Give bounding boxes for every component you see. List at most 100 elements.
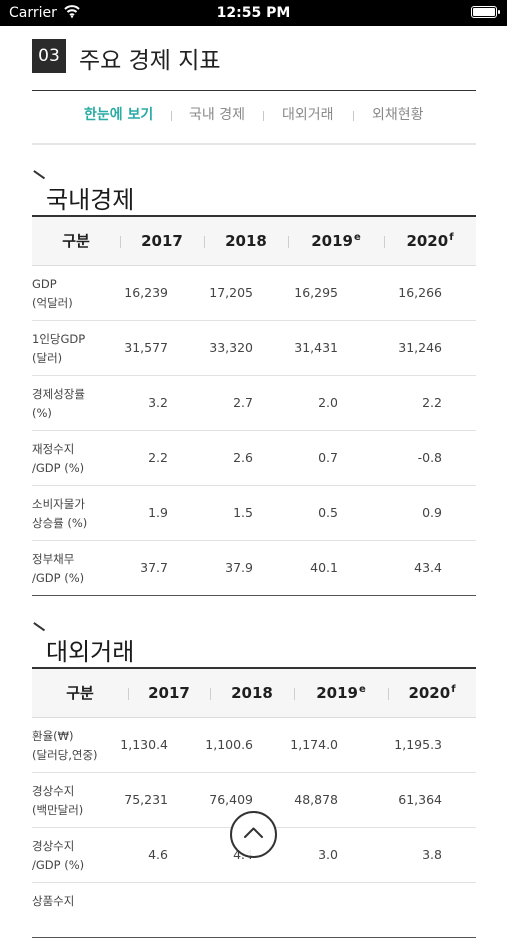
header-separator (204, 236, 205, 248)
sub-tabs: 한눈에 보기 국내 경제 대외거래 외채현황 (32, 104, 476, 128)
row-label: 경상수지/GDP (%) (32, 837, 84, 875)
row-label-line2: (억달러) (32, 296, 73, 310)
divider (32, 143, 476, 145)
cell-value: -0.8 (417, 450, 442, 465)
tab-external-debt[interactable]: 외채현황 (372, 107, 424, 123)
table-row: 경상수지/GDP (%)4.64.43.03.8 (32, 828, 476, 883)
cell-value: 76,409 (209, 792, 253, 807)
cell-value: 33,320 (209, 340, 253, 355)
header-2018: 2018 (231, 684, 273, 702)
row-label-line2: (달러당,연중) (32, 748, 98, 762)
cell-value: 3.8 (422, 847, 442, 862)
row-label: 경제성장률 (%) (32, 385, 85, 423)
cell-value: 2.2 (422, 395, 442, 410)
battery-icon (471, 6, 500, 18)
row-label-line2: (백만달러) (32, 803, 84, 817)
cell-value (382, 883, 442, 937)
cell-value: 1,195.3 (394, 737, 442, 752)
row-label-line1: 경상수지 (32, 839, 75, 853)
cell-value: 40.1 (310, 560, 338, 575)
cell-value: 1.5 (233, 505, 253, 520)
header-separator (128, 688, 129, 700)
table-row: 재정수지/GDP (%) 2.2 2.6 0.7 -0.8 (32, 431, 476, 486)
table-row: GDP (억달러) 16,239 17,205 16,295 16,266 (32, 266, 476, 321)
cell-value (278, 883, 338, 937)
cell-value: 0.5 (318, 505, 338, 520)
cell-value: 1.9 (148, 505, 168, 520)
header-2020: 2020f (406, 232, 454, 250)
domestic-table: 구분 2017 2018 2019e 2020f GDP (억달러) 16,239 1… (32, 215, 476, 596)
chevron-up-icon (244, 827, 263, 838)
cell-value: 43.4 (414, 560, 442, 575)
cell-value: 0.7 (318, 450, 338, 465)
cell-value: 31,577 (124, 340, 168, 355)
cell-value: 0.9 (422, 505, 442, 520)
tab-external[interactable]: 대외거래 (282, 107, 334, 123)
header-separator (120, 236, 121, 248)
header-separator (384, 236, 385, 248)
row-label: 상품수지 (32, 892, 74, 911)
scroll-top-button[interactable] (230, 811, 277, 858)
cell-value: 2.6 (233, 450, 253, 465)
cell-value: 31,431 (294, 340, 338, 355)
cell-value: 17,205 (209, 285, 253, 300)
clock: 12:55 PM (216, 5, 291, 21)
row-label-line1: GDP (32, 277, 57, 291)
table-row: 환율(₩) (달러당,연중) 1,130.4 1,100.6 1,174.0 1,195.… (32, 718, 476, 773)
row-label: 환율(₩) (달러당,연중) (32, 727, 98, 765)
row-label: 정부채무/GDP (%) (32, 550, 84, 588)
row-label-line1: 소비자물가 (32, 497, 85, 511)
row-label-line2: (%) (32, 406, 52, 420)
row-label: 재정수지/GDP (%) (32, 440, 84, 478)
row-label-line1: 상품수지 (32, 894, 75, 908)
cell-value: 2.0 (318, 395, 338, 410)
header-category: 구분 (62, 232, 90, 250)
cell-value: 1,174.0 (290, 737, 338, 752)
status-bar: Carrier 12:55 PM (0, 0, 507, 26)
heading-tick (33, 622, 46, 631)
cell-value: 1,130.4 (120, 737, 168, 752)
tab-overview[interactable]: 한눈에 보기 (84, 107, 154, 123)
cell-value: 2.7 (233, 395, 253, 410)
header-2017: 2017 (141, 232, 183, 250)
row-label: GDP (억달러) (32, 275, 73, 313)
cell-value: 16,295 (294, 285, 338, 300)
divider (32, 90, 476, 91)
cell-value: 3.0 (318, 847, 338, 862)
header-category: 구분 (66, 684, 94, 702)
heading-tick (33, 170, 46, 179)
cell-value (108, 883, 168, 937)
row-label-line1: 경상수지 (32, 784, 75, 798)
carrier-label: Carrier (9, 5, 57, 21)
cell-value: 37.9 (225, 560, 253, 575)
table-row: 경제성장률 (%) 3.2 2.7 2.0 2.2 (32, 376, 476, 431)
cell-value: 16,239 (124, 285, 168, 300)
row-label-line2: 상승률 (%) (32, 516, 88, 530)
tab-domestic[interactable]: 국내 경제 (189, 107, 245, 123)
row-label-line1: 재정수지 (32, 442, 75, 456)
header-2017: 2017 (148, 684, 190, 702)
cell-value: 48,878 (294, 792, 338, 807)
page-title: 주요 경제 지표 (79, 48, 221, 74)
header-2019: 2019e (311, 232, 361, 250)
cell-value: 3.2 (148, 395, 168, 410)
tab-separator (263, 111, 264, 121)
external-heading: 대외거래 (46, 638, 135, 666)
row-label-line2: (달러) (32, 351, 63, 365)
row-label-line2: /GDP (%) (32, 858, 85, 872)
table-row: 정부채무/GDP (%) 37.7 37.9 40.1 43.4 (32, 541, 476, 596)
table-header: 구분 2017 2018 2019e 2020f (32, 215, 476, 266)
row-label-line2: /GDP (%) (32, 461, 85, 475)
cell-value (193, 883, 253, 937)
table-header: 구분 2017 2018 2019e 2020f (32, 667, 476, 718)
header-2018: 2018 (225, 232, 267, 250)
header-separator (288, 236, 289, 248)
header-separator (294, 688, 295, 700)
row-label-line1: 1인당GDP (32, 332, 86, 346)
header-2019: 2019e (316, 684, 366, 702)
row-label-line1: 경제성장률 (32, 387, 85, 401)
table-row: 상품수지 (32, 883, 476, 938)
row-label-line2: /GDP (%) (32, 571, 85, 585)
table-row: 1인당GDP (달러) 31,577 33,320 31,431 31,246 (32, 321, 476, 376)
